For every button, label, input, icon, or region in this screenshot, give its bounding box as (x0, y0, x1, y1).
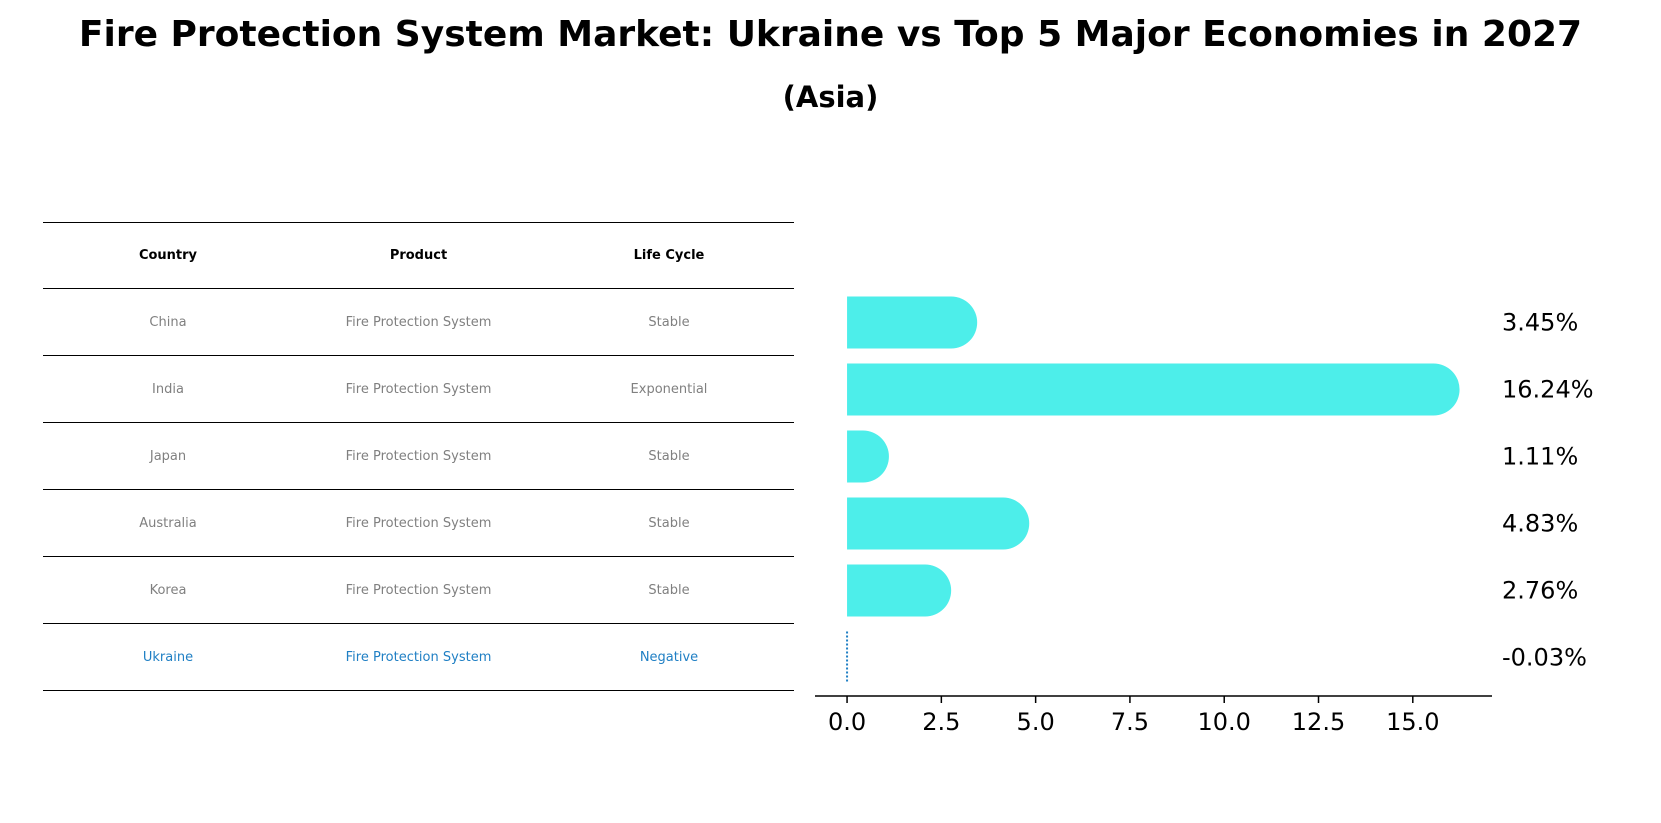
table-row: China Fire Protection System Stable (43, 289, 794, 356)
cell-country: Australia (139, 515, 197, 531)
cell-life-cycle: Stable (648, 582, 690, 598)
bar-value-label: 1.11% (1502, 443, 1578, 471)
x-tick-label: 12.5 (1292, 708, 1345, 736)
cell-product: Fire Protection System (345, 448, 492, 464)
cell-country: India (152, 381, 184, 397)
bar (847, 363, 1460, 416)
cell-product: Fire Protection System (345, 582, 492, 598)
x-tick-label: 15.0 (1386, 708, 1439, 736)
cell-life-cycle: Negative (639, 649, 699, 665)
header-product: Product (389, 248, 448, 263)
table-row: Japan Fire Protection System Stable (43, 423, 794, 490)
cell-product: Fire Protection System (345, 314, 492, 330)
table-row: Australia Fire Protection System Stable (43, 490, 794, 557)
chart-subtitle: (Asia) (782, 80, 879, 114)
cell-life-cycle: Stable (648, 515, 690, 531)
table-row-highlight: Ukraine Fire Protection System Negative (43, 624, 794, 691)
header-country: Country (138, 248, 198, 263)
cell-life-cycle: Stable (648, 448, 690, 464)
bar (847, 430, 889, 483)
bar (847, 497, 1030, 550)
x-tick-label: 2.5 (922, 708, 960, 736)
x-tick-label: 5.0 (1017, 708, 1055, 736)
cell-life-cycle: Exponential (630, 381, 708, 397)
header-life-cycle: Life Cycle (633, 248, 705, 263)
table-row: India Fire Protection System Exponential (43, 356, 794, 423)
x-tick-label: 10.0 (1197, 708, 1250, 736)
x-tick-label: 0.0 (828, 708, 866, 736)
x-tick-label: 7.5 (1111, 708, 1149, 736)
table-row: Korea Fire Protection System Stable (43, 557, 794, 624)
cell-country: Japan (149, 448, 187, 464)
bar-value-label: 4.83% (1502, 510, 1578, 538)
country-table: Country Product Life Cycle China Fire Pr… (43, 222, 794, 691)
table-header-row: Country Product Life Cycle (43, 222, 794, 289)
bar (847, 564, 952, 617)
chart-title: Fire Protection System Market: Ukraine v… (78, 14, 1583, 55)
bar-value-label: -0.03% (1502, 644, 1587, 672)
cell-life-cycle: Stable (648, 314, 690, 330)
bar (847, 296, 978, 349)
cell-product: Fire Protection System (345, 381, 492, 397)
cell-product: Fire Protection System (345, 649, 492, 665)
cell-country: Ukraine (142, 649, 194, 665)
bar-value-label: 2.76% (1502, 577, 1578, 605)
cell-country: Korea (149, 582, 187, 598)
cell-product: Fire Protection System (345, 515, 492, 531)
bar-value-label: 16.24% (1502, 376, 1594, 404)
bar-value-label: 3.45% (1502, 309, 1578, 337)
cell-country: China (149, 314, 187, 330)
